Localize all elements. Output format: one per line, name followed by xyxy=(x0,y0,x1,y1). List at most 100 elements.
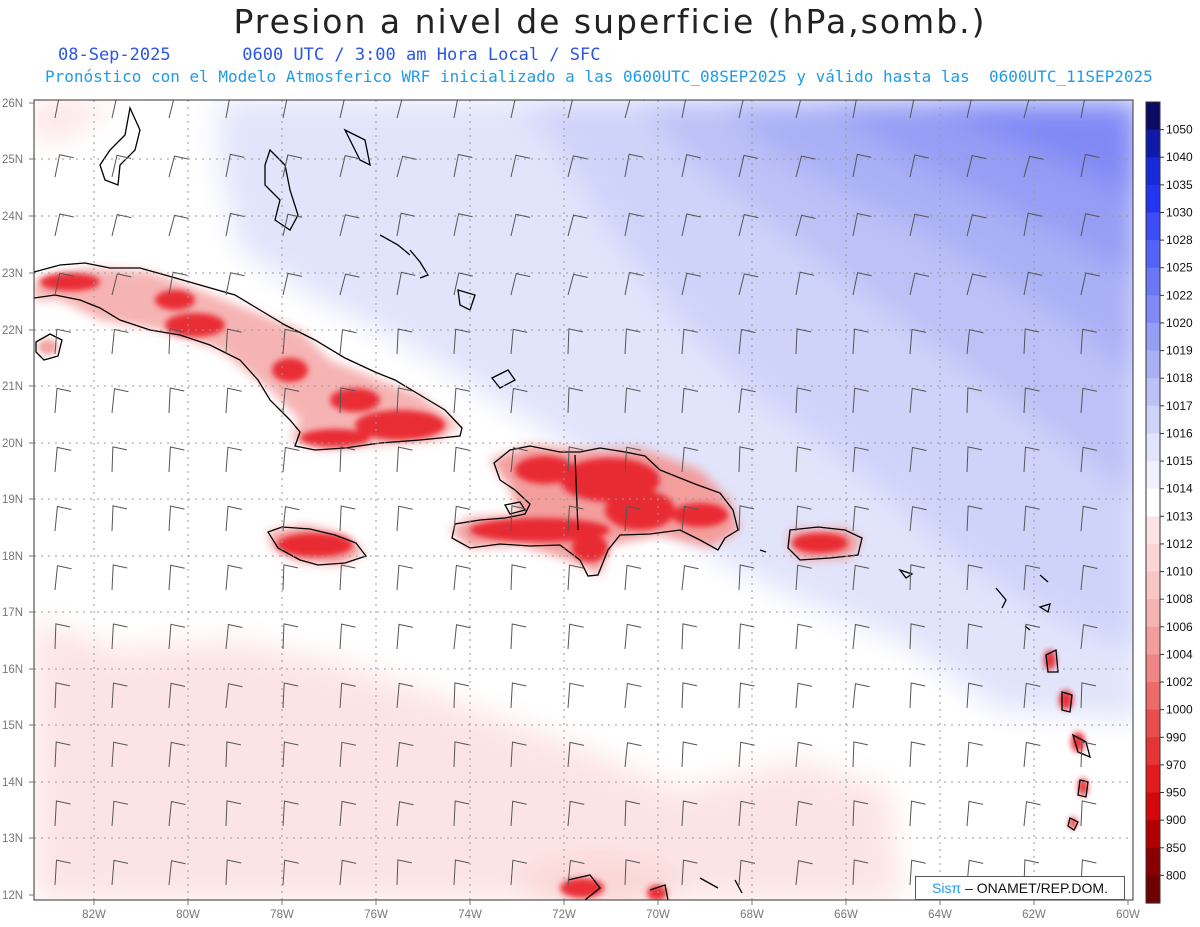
colorbar-label: 800 xyxy=(1166,868,1186,882)
wind-barb xyxy=(282,154,302,178)
lon-label: 80W xyxy=(176,909,200,921)
wind-barb xyxy=(795,860,813,886)
wind-barb xyxy=(681,328,699,355)
wind-barb xyxy=(282,328,300,355)
wind-barb xyxy=(738,623,755,650)
wind-barb xyxy=(282,564,299,591)
colorbar-label: 1018 xyxy=(1166,371,1193,385)
wind-barb xyxy=(225,328,242,355)
wind-barb xyxy=(1023,446,1040,473)
lon-label: 76W xyxy=(364,909,388,921)
wind-barb xyxy=(453,100,458,119)
wind-barb xyxy=(510,387,528,414)
wind-barb xyxy=(567,682,585,709)
wind-barb xyxy=(168,741,186,768)
forecast-description: Pronóstico con el Modelo Atmosferico WRF… xyxy=(45,67,1153,86)
wind-barb xyxy=(1023,801,1041,827)
wind-barb xyxy=(282,446,300,473)
wind-barb xyxy=(1080,624,1098,650)
wind-barb xyxy=(738,214,759,237)
wind-barb xyxy=(1080,213,1100,237)
colorbar-label: 950 xyxy=(1166,786,1186,800)
wind-barb xyxy=(396,859,413,886)
colorbar-label: 1035 xyxy=(1166,178,1193,192)
wind-barb xyxy=(168,271,188,296)
colorbar-label: 1017 xyxy=(1166,399,1193,413)
wind-barb xyxy=(510,328,528,355)
credit-box: Sisπ – ONAMET/REP.DOM. xyxy=(915,876,1125,900)
wind-barb xyxy=(795,155,816,178)
map-area xyxy=(34,100,1133,900)
wind-barb xyxy=(624,564,642,591)
wind-barb xyxy=(225,800,242,827)
wind-barb xyxy=(624,328,641,355)
wind-barb xyxy=(567,800,585,827)
wind-barb xyxy=(966,273,987,296)
wind-barb xyxy=(909,623,926,650)
colorbar-swatch xyxy=(1146,737,1160,766)
wind-barb xyxy=(282,623,299,650)
colorbar-swatch xyxy=(1146,543,1160,573)
wind-barb xyxy=(111,328,129,355)
wind-barb xyxy=(966,800,984,827)
wind-barb xyxy=(795,387,812,414)
wind-barb xyxy=(1080,505,1098,532)
wind-barb xyxy=(1023,328,1040,355)
wind-barb xyxy=(111,682,128,709)
wind-barb xyxy=(795,446,812,473)
colorbar-label: 990 xyxy=(1166,730,1186,744)
colorbar-swatch xyxy=(1146,433,1160,462)
wind-barb xyxy=(510,447,528,473)
wind-barb xyxy=(909,213,930,237)
colorbar-swatch xyxy=(1146,212,1160,241)
wind-barb xyxy=(567,155,588,178)
wind-barb xyxy=(1080,153,1100,178)
colorbar-label: 1012 xyxy=(1166,537,1193,551)
lat-label: 16N xyxy=(2,664,23,676)
wind-barb xyxy=(453,446,471,473)
wind-barb xyxy=(282,506,300,532)
wind-barb xyxy=(396,155,417,178)
wind-barb xyxy=(852,153,872,178)
wind-barb xyxy=(396,100,417,119)
colorbar-swatch xyxy=(1146,378,1160,407)
wind-barb xyxy=(852,800,869,827)
wind-barb xyxy=(225,212,245,237)
wind-barb xyxy=(54,446,72,473)
wind-barb xyxy=(567,100,588,119)
wind-barb xyxy=(852,212,872,237)
colorbar-swatch xyxy=(1146,764,1160,794)
wind-barb xyxy=(567,328,584,355)
wind-barb xyxy=(111,100,117,119)
wind-barb xyxy=(681,387,699,414)
wind-barb xyxy=(966,155,987,178)
wind-barb xyxy=(396,682,414,709)
wind-barb xyxy=(681,446,699,473)
lat-label: 13N xyxy=(2,833,23,845)
wind-barb xyxy=(567,387,584,414)
wind-barb xyxy=(567,623,584,650)
colorbar-label: 850 xyxy=(1166,841,1186,855)
wind-barb xyxy=(54,565,72,591)
wind-barb xyxy=(966,329,984,355)
lat-label: 19N xyxy=(2,494,23,506)
wind-barb xyxy=(1080,328,1097,355)
lat-label: 24N xyxy=(2,211,23,223)
wind-barb xyxy=(1080,100,1085,119)
wind-barb xyxy=(510,800,527,827)
wind-barb xyxy=(852,683,870,709)
wind-barb xyxy=(168,100,189,119)
wind-barb xyxy=(624,682,642,709)
wind-barb xyxy=(339,214,360,237)
wind-barb xyxy=(852,446,870,473)
colorbar-swatch xyxy=(1146,129,1160,158)
wind-barb xyxy=(909,272,930,296)
wind-barb xyxy=(1023,741,1041,768)
colorbar-label: 1030 xyxy=(1166,205,1193,219)
wind-barb xyxy=(624,800,641,827)
wind-barb xyxy=(111,214,132,237)
lat-label: 17N xyxy=(2,607,23,619)
wind-barb xyxy=(111,505,128,532)
wind-barb xyxy=(453,624,471,650)
wind-barb xyxy=(339,741,357,768)
